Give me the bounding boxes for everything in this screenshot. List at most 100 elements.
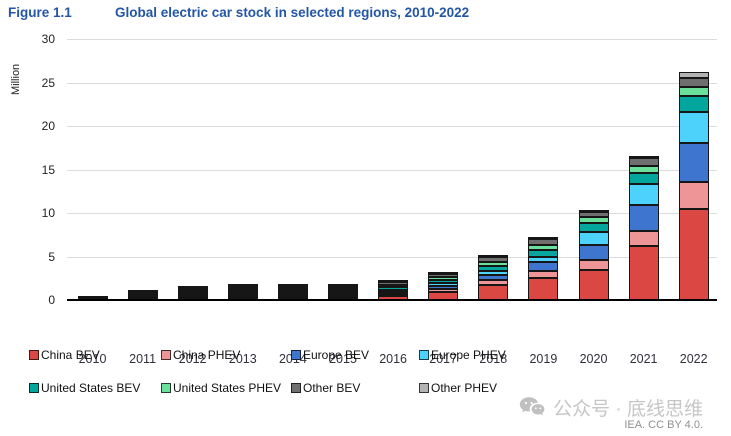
bar-segment-china-phev-2021 (628, 231, 659, 247)
bar-segment-europe-phev-2020 (578, 232, 609, 245)
bar-segment-united-states-phev-2014 (277, 288, 308, 290)
legend-swatch-europe-phev (419, 350, 429, 360)
bar-segment-china-phev-2013 (227, 296, 258, 298)
bar-segment-united-states-phev-2011 (127, 292, 158, 294)
x-tick-label-2018: 2018 (479, 352, 508, 366)
bar-segment-europe-phev-2012 (177, 294, 208, 296)
bar-segment-other-bev-2015 (328, 286, 358, 288)
bar-segment-china-phev-2022 (678, 181, 709, 209)
bar-segment-europe-bev-2012 (177, 296, 208, 298)
x-tick-label-2013: 2013 (228, 352, 257, 366)
x-tick-label-2010: 2010 (78, 352, 107, 366)
bar-segment-united-states-bev-2020 (578, 222, 609, 233)
bar-segment-europe-bev-2014 (277, 294, 308, 296)
x-axis-line (67, 299, 717, 301)
chart-plot-area: Million 05101520253020102011201220132014… (10, 33, 717, 366)
legend-swatch-other-phev (419, 383, 429, 393)
bar-segment-china-phev-2018 (478, 280, 509, 285)
figure-title-text: Global electric car stock in selected re… (115, 5, 470, 20)
bar-segment-other-phev-2014 (277, 284, 308, 286)
bar-segment-united-states-bev-2022 (678, 95, 709, 113)
bar-segment-europe-bev-2015 (328, 294, 358, 296)
legend-label-united-states-phev: United States PHEV (173, 381, 282, 395)
legend-swatch-united-states-phev (161, 383, 171, 393)
legend-label-china-phev: China PHEV (173, 348, 241, 362)
gridline-5 (67, 256, 717, 258)
bar-segment-europe-phev-2015 (328, 292, 358, 294)
bar-segment-other-phev-2018 (478, 254, 509, 257)
bar-segment-europe-phev-2021 (628, 183, 659, 205)
legend-label-europe-phev: Europe PHEV (431, 348, 506, 362)
legend-item-china-phev: China PHEV (161, 348, 291, 362)
y-tick-label-20: 20 (41, 119, 55, 133)
bar-segment-other-phev-2020 (578, 209, 609, 212)
bar-segment-other-bev-2010 (77, 296, 108, 298)
bar-segment-europe-bev-2013 (227, 294, 258, 296)
bar-segment-united-states-phev-2015 (328, 288, 358, 290)
bar-segment-united-states-phev-2018 (478, 261, 509, 266)
bar-segment-china-bev-2022 (678, 208, 709, 300)
bar-segment-europe-phev-2013 (227, 292, 258, 294)
x-tick-label-2015: 2015 (329, 352, 357, 366)
bar-segment-other-bev-2018 (478, 256, 509, 262)
bar-segment-china-phev-2014 (277, 296, 308, 298)
figure-title: Figure 1.1 Global electric car stock in s… (8, 5, 723, 20)
x-tick-label-2011: 2011 (129, 352, 157, 366)
bar-segment-china-phev-2017 (428, 289, 459, 292)
bar-segment-united-states-bev-2012 (177, 292, 208, 294)
bar-segment-united-states-phev-2022 (678, 87, 709, 96)
bar-segment-china-phev-2020 (578, 260, 609, 270)
bar-segment-china-phev-2019 (528, 270, 559, 278)
bar-segment-china-bev-2021 (628, 246, 659, 300)
x-tick-label-2012: 2012 (178, 352, 207, 366)
bar-segment-europe-bev-2017 (428, 286, 459, 290)
bar-segment-united-states-bev-2018 (478, 265, 509, 272)
gridline-10 (67, 213, 717, 214)
chart-legend: China BEV China PHEV Europe BEV Europe PHEV… (29, 348, 719, 395)
bar-segment-other-bev-2021 (628, 158, 659, 166)
bar-segment-united-states-bev-2017 (428, 279, 459, 284)
bar-segment-europe-phev-2019 (528, 257, 559, 263)
attribution-text: IEA. CC BY 4.0. (624, 419, 703, 431)
legend-item-united-states-phev: United States PHEV (161, 381, 291, 395)
bar-segment-europe-phev-2022 (678, 112, 709, 143)
x-tick-label-2016: 2016 (379, 352, 407, 366)
bar-segment-other-phev-2012 (177, 286, 208, 288)
bar-segment-united-states-phev-2013 (227, 288, 258, 290)
gridline-25 (67, 82, 717, 84)
bar-segment-other-bev-2011 (127, 290, 158, 292)
bar-2015 (328, 284, 358, 300)
bar-2018 (478, 254, 509, 300)
bar-segment-china-phev-2015 (328, 296, 358, 298)
figure-number: Figure 1.1 (8, 5, 72, 20)
legend-swatch-china-phev (161, 350, 171, 360)
bar-segment-other-phev-2019 (528, 236, 559, 239)
legend-item-other-bev: Other BEV (291, 381, 419, 395)
legend-item-europe-bev: Europe BEV (291, 348, 419, 362)
bar-2022 (678, 72, 709, 300)
bar-segment-united-states-phev-2019 (528, 244, 559, 250)
gridline-30 (67, 39, 717, 40)
bar-segment-europe-bev-2019 (528, 262, 559, 271)
bar-segment-europe-phev-2016 (378, 289, 409, 292)
legend-label-europe-bev: Europe BEV (303, 348, 370, 362)
bar-segment-other-bev-2019 (528, 238, 559, 245)
bar-segment-europe-phev-2017 (428, 283, 459, 287)
legend-swatch-europe-bev (291, 350, 301, 360)
bar-segment-united-states-bev-2019 (528, 249, 559, 258)
bar-2021 (628, 156, 659, 300)
bar-segment-china-bev-2020 (578, 269, 609, 300)
bar-segment-united-states-bev-2013 (227, 290, 258, 292)
bar-segment-united-states-bev-2011 (127, 294, 158, 296)
bar-segment-europe-bev-2011 (127, 296, 158, 298)
bar-segment-china-phev-2016 (378, 293, 409, 296)
bar-segment-other-phev-2017 (428, 271, 459, 274)
y-tick-label-25: 25 (41, 75, 55, 90)
x-tick-label-2021: 2021 (629, 352, 658, 366)
bar-segment-united-states-bev-2015 (328, 290, 358, 292)
bar-segment-united-states-bev-2021 (628, 172, 659, 184)
legend-item-china-bev: China BEV (29, 348, 161, 362)
bar-segment-other-bev-2016 (378, 282, 409, 285)
y-tick-label-15: 15 (41, 162, 55, 177)
bar-segment-united-states-phev-2020 (578, 216, 609, 223)
